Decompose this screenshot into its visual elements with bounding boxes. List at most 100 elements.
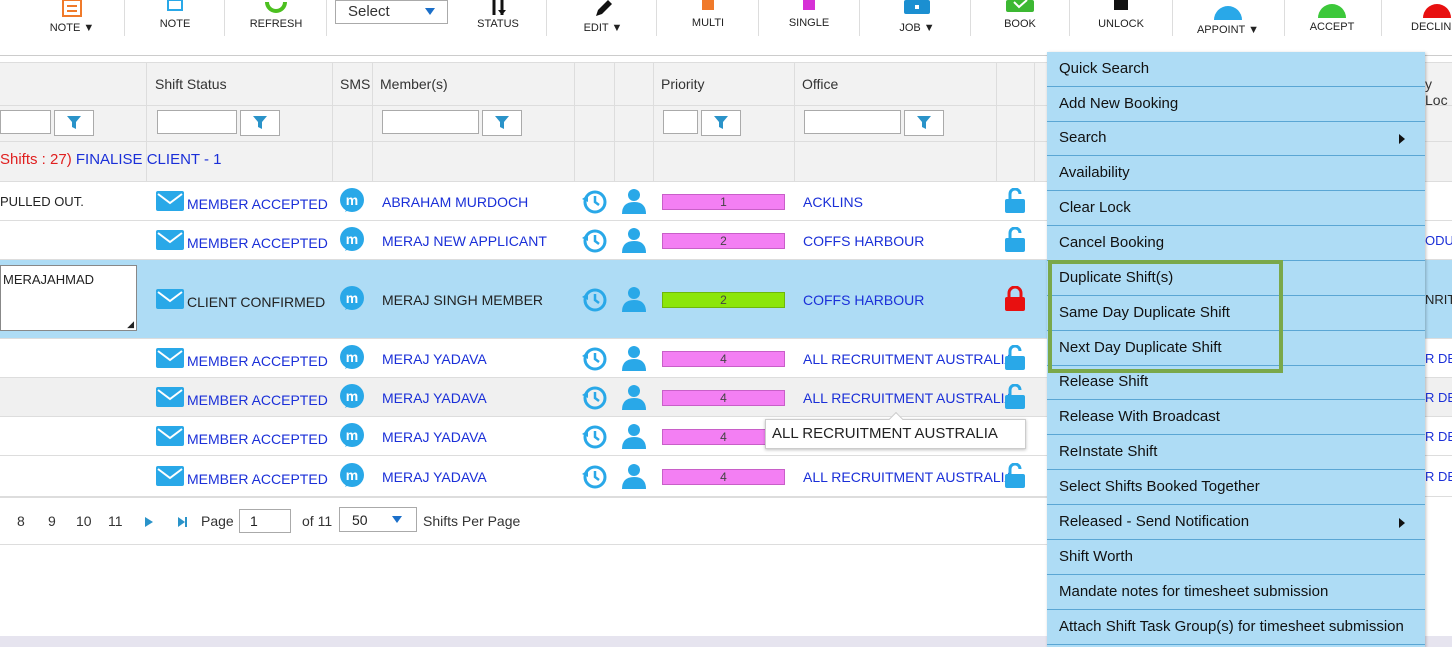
sms-icon[interactable]: m	[339, 384, 365, 413]
member-name-link[interactable]: MERAJ YADAVA	[382, 429, 487, 445]
history-icon[interactable]	[582, 425, 608, 452]
sms-icon[interactable]: m	[339, 227, 365, 256]
lock-open-icon[interactable]	[1004, 462, 1026, 492]
menu-item-next-day-duplicate-shift[interactable]: Next Day Duplicate Shift	[1047, 331, 1425, 366]
multi-button[interactable]: MULTI	[680, 0, 736, 46]
action-select[interactable]: Select	[335, 0, 448, 24]
person-icon[interactable]	[621, 227, 647, 256]
menu-item-released-send-notification[interactable]: Released - Send Notification	[1047, 505, 1425, 540]
menu-item-availability[interactable]: Availability	[1047, 156, 1425, 191]
menu-item-release-with-broadcast[interactable]: Release With Broadcast	[1047, 400, 1425, 435]
message-icon[interactable]	[156, 230, 184, 253]
sms-icon[interactable]: m	[339, 423, 365, 452]
menu-item-search[interactable]: Search	[1047, 121, 1425, 156]
priority-filter-input[interactable]	[663, 110, 698, 134]
note-filter-button[interactable]	[54, 110, 94, 136]
lock-open-icon[interactable]	[1004, 344, 1026, 374]
office-link[interactable]: COFFS HARBOUR	[803, 292, 925, 308]
per-page-select[interactable]: 50	[339, 507, 417, 532]
menu-item-same-day-duplicate-shift[interactable]: Same Day Duplicate Shift	[1047, 296, 1425, 331]
office-link[interactable]: ALL RECRUITMENT AUSTRALIA	[803, 469, 1014, 485]
person-icon[interactable]	[621, 423, 647, 452]
single-button[interactable]: SINGLE	[781, 0, 837, 46]
history-icon[interactable]	[582, 465, 608, 492]
member-name-link[interactable]: ABRAHAM MURDOCH	[382, 194, 529, 210]
message-icon[interactable]	[156, 426, 184, 449]
menu-item-shift-worth[interactable]: Shift Worth	[1047, 540, 1425, 575]
message-icon[interactable]	[156, 348, 184, 371]
person-icon[interactable]	[621, 345, 647, 374]
page-link-8[interactable]: 8	[17, 513, 25, 529]
locked-red-icon[interactable]	[1004, 285, 1026, 315]
appoint-menu-button[interactable]: APPOINT ▼	[1190, 0, 1266, 46]
col-office[interactable]: Office	[802, 76, 839, 92]
col-members[interactable]: Member(s)	[380, 76, 448, 92]
col-sms[interactable]: SMS	[340, 76, 371, 92]
person-icon[interactable]	[621, 463, 647, 492]
menu-item-clear-lock[interactable]: Clear Lock	[1047, 191, 1425, 226]
history-icon[interactable]	[582, 288, 608, 315]
sms-icon[interactable]: m	[339, 463, 365, 492]
history-icon[interactable]	[582, 347, 608, 374]
person-icon[interactable]	[621, 286, 647, 315]
office-link[interactable]: ALL RECRUITMENT AUSTRALIA	[803, 351, 1014, 367]
member-name-link[interactable]: MERAJ NEW APPLICANT	[382, 233, 547, 249]
note-menu-button[interactable]: NOTE ▼	[40, 0, 104, 46]
office-filter-input[interactable]	[804, 110, 901, 134]
menu-item-duplicate-shift-s[interactable]: Duplicate Shift(s)	[1047, 261, 1425, 296]
menu-item-attach-shift-task-group-s-for-timesheet-submission[interactable]: Attach Shift Task Group(s) for timesheet…	[1047, 610, 1425, 645]
next-page-icon[interactable]	[145, 517, 153, 527]
priority-filter-button[interactable]	[701, 110, 741, 136]
note-textarea[interactable]: MERAJAHMAD ◢	[0, 265, 137, 331]
lock-open-icon[interactable]	[1004, 383, 1026, 413]
shift-status-filter-button[interactable]	[240, 110, 280, 136]
col-priority[interactable]: Priority	[661, 76, 705, 92]
lock-open-icon[interactable]	[1004, 226, 1026, 256]
person-icon[interactable]	[621, 384, 647, 413]
accept-button[interactable]: ACCEPT	[1304, 0, 1360, 46]
page-number-input[interactable]: 1	[239, 509, 291, 533]
job-menu-button[interactable]: JOB ▼	[882, 0, 952, 46]
member-name-link[interactable]: MERAJ YADAVA	[382, 390, 487, 406]
history-icon[interactable]	[582, 386, 608, 413]
person-icon[interactable]	[621, 188, 647, 217]
office-filter-button[interactable]	[904, 110, 944, 136]
history-icon[interactable]	[582, 229, 608, 256]
message-icon[interactable]	[156, 387, 184, 410]
sms-icon[interactable]: m	[339, 345, 365, 374]
message-icon[interactable]	[156, 191, 184, 214]
note-button[interactable]: NOTE	[145, 0, 205, 46]
menu-item-reinstate-shift[interactable]: ReInstate Shift	[1047, 435, 1425, 470]
page-link-11[interactable]: 11	[108, 513, 123, 529]
col-shift-status[interactable]: Shift Status	[155, 76, 227, 92]
unlock-button[interactable]: UNLOCK	[1092, 0, 1150, 46]
refresh-button[interactable]: REFRESH	[245, 0, 307, 46]
office-link[interactable]: ACKLINS	[803, 194, 863, 210]
menu-item-cancel-booking[interactable]: Cancel Booking	[1047, 226, 1425, 261]
member-name-link[interactable]: MERAJ YADAVA	[382, 351, 487, 367]
members-filter-input[interactable]	[382, 110, 479, 134]
shift-status-filter-input[interactable]	[157, 110, 237, 134]
page-link-9[interactable]: 9	[48, 513, 56, 529]
last-page-icon[interactable]	[178, 517, 188, 527]
edit-menu-button[interactable]: EDIT ▼	[570, 0, 636, 46]
note-filter-input[interactable]	[0, 110, 51, 134]
decline-button[interactable]: DECLIN	[1404, 0, 1452, 46]
page-link-10[interactable]: 10	[76, 513, 92, 529]
menu-item-select-shifts-booked-together[interactable]: Select Shifts Booked Together	[1047, 470, 1425, 505]
member-name-link[interactable]: MERAJ YADAVA	[382, 469, 487, 485]
office-link[interactable]: ALL RECRUITMENT AUSTRALIA	[803, 390, 1014, 406]
book-button[interactable]: BOOK	[992, 0, 1048, 46]
sms-icon[interactable]: m	[339, 188, 365, 217]
menu-item-mandate-notes-for-timesheet-submission[interactable]: Mandate notes for timesheet submission	[1047, 575, 1425, 610]
members-filter-button[interactable]	[482, 110, 522, 136]
status-button[interactable]: STATUS	[470, 0, 526, 46]
menu-item-release-shift[interactable]: Release Shift	[1047, 365, 1425, 400]
sms-icon[interactable]: m	[339, 286, 365, 315]
history-icon[interactable]	[582, 190, 608, 217]
lock-open-icon[interactable]	[1004, 187, 1026, 217]
menu-item-quick-search[interactable]: Quick Search	[1047, 52, 1425, 87]
member-name-link[interactable]: MERAJ SINGH MEMBER	[382, 292, 544, 308]
office-link[interactable]: COFFS HARBOUR	[803, 233, 925, 249]
message-icon[interactable]	[156, 466, 184, 489]
